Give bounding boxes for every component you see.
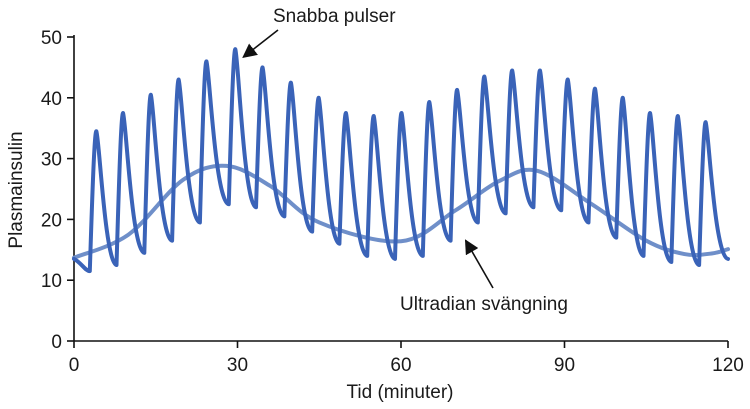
- x-tick-label: 30: [227, 355, 248, 376]
- series-layer: [72, 47, 730, 274]
- y-axis-title: Plasmainsulin: [6, 131, 27, 248]
- x-tick-label: 90: [554, 355, 575, 376]
- y-tick-label: 20: [41, 210, 62, 231]
- annotation-ultradian-oscillation: Ultradian svängning: [400, 239, 568, 315]
- fast-pulses-line: [72, 47, 730, 274]
- x-tick-label: 120: [712, 355, 744, 376]
- x-tick-label: 60: [390, 355, 411, 376]
- annotation-fast-pulses-arrow: [242, 29, 279, 59]
- annotation-fast-pulses: Snabba pulser: [242, 6, 396, 59]
- x-tick-label: 0: [69, 355, 80, 376]
- annotation-fast-pulses-label: Snabba pulser: [273, 6, 396, 27]
- y-tick-label: 50: [41, 28, 62, 49]
- y-tick-label: 0: [51, 332, 62, 353]
- y-tick-label: 30: [41, 150, 62, 171]
- y-tick-label: 10: [41, 271, 62, 292]
- x-axis-title: Tid (minuter): [347, 382, 454, 403]
- annotation-ultradian-oscillation-arrow: [464, 239, 494, 289]
- y-tick-label: 40: [41, 89, 62, 110]
- annotation-ultradian-oscillation-label: Ultradian svängning: [400, 294, 568, 315]
- ticks: 0 10 20 30 40 50 0 30 60 90 120: [41, 28, 744, 376]
